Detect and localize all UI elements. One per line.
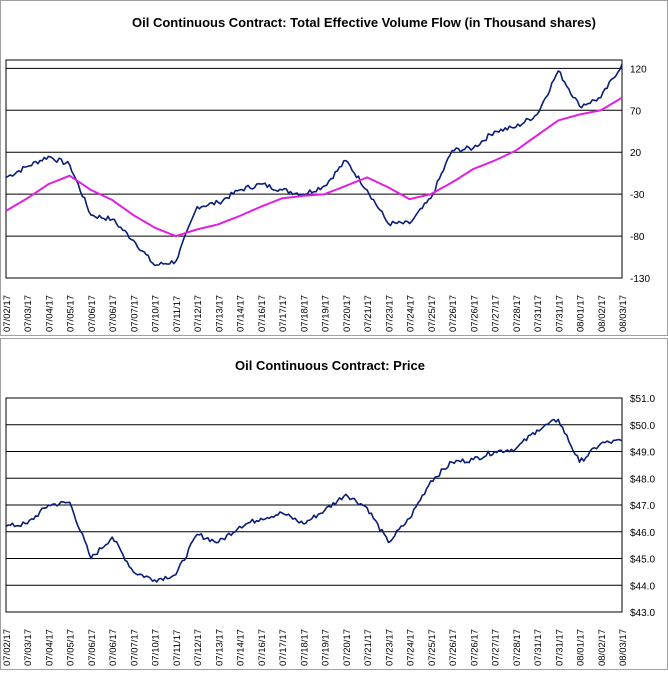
x-tick-label: 07/11/17 xyxy=(172,296,183,332)
x-tick-label: 08/01/17 xyxy=(576,295,587,332)
x-tick-label: 07/28/17 xyxy=(512,295,523,332)
x-tick-label: 07/21/17 xyxy=(363,295,374,332)
x-tick-label: 07/02/17 xyxy=(2,629,13,666)
x-tick-label: 07/07/17 xyxy=(129,295,140,332)
x-tick-label: 07/18/17 xyxy=(299,629,310,666)
x-tick-label: 07/13/17 xyxy=(214,295,225,332)
x-tick-label: 07/06/17 xyxy=(108,629,119,666)
x-tick-label: 07/18/17 xyxy=(299,295,310,332)
x-tick-label: 07/25/17 xyxy=(427,629,438,666)
x-tick-label: 07/19/17 xyxy=(321,629,332,666)
series-line-1 xyxy=(5,63,623,267)
x-tick-label: 07/23/17 xyxy=(384,629,395,666)
y-tick-label: $43.0 xyxy=(630,608,655,619)
x-tick-label: 07/20/17 xyxy=(342,295,353,332)
y-tick-label: $49.0 xyxy=(630,448,655,459)
x-tick-label: 07/06/17 xyxy=(87,295,98,332)
x-tick-label: 07/16/17 xyxy=(257,295,268,332)
x-tick-label: 07/14/17 xyxy=(236,629,247,666)
x-tick-label: 07/26/17 xyxy=(448,629,459,666)
chart-1-title: Oil Continuous Contract: Total Effective… xyxy=(132,15,596,30)
series-line-2 xyxy=(5,96,623,238)
y-tick-label: -80 xyxy=(630,232,645,243)
y-tick-label: $50.0 xyxy=(630,421,655,432)
x-tick-label: 07/10/17 xyxy=(151,295,162,332)
x-tick-label: 08/01/17 xyxy=(576,629,587,666)
chart-1-border xyxy=(0,0,668,336)
x-tick-label: 07/05/17 xyxy=(66,629,77,666)
x-tick-label: 07/03/17 xyxy=(23,295,34,332)
x-tick-label: 07/21/17 xyxy=(363,629,374,666)
x-tick-label: 07/03/17 xyxy=(23,629,34,666)
x-tick-label: 07/20/17 xyxy=(342,629,353,666)
x-tick-label: 07/26/17 xyxy=(448,295,459,332)
y-tick-label: $47.0 xyxy=(630,501,655,512)
y-tick-label: 70 xyxy=(630,106,642,117)
x-tick-label: 08/02/17 xyxy=(597,295,608,332)
x-tick-label: 07/26/17 xyxy=(469,629,480,666)
x-tick-label: 07/05/17 xyxy=(66,295,77,332)
y-tick-label: 120 xyxy=(630,64,647,75)
x-tick-label: 07/04/17 xyxy=(44,295,55,332)
x-tick-label: 07/13/17 xyxy=(214,629,225,666)
x-tick-label: 08/02/17 xyxy=(597,629,608,666)
x-tick-label: 07/24/17 xyxy=(406,295,417,332)
x-tick-label: 07/12/17 xyxy=(193,295,204,332)
x-tick-label: 07/12/17 xyxy=(193,629,204,666)
x-tick-label: 07/07/17 xyxy=(129,629,140,666)
y-tick-label: $44.0 xyxy=(630,581,655,592)
y-tick-label: -130 xyxy=(630,274,650,285)
chart-2-plot: $51.0 $50.0 $49.0 $48.0 $47.0 $46.0 $45.0 $44.0… xyxy=(2,394,655,666)
x-tick-label: 07/11/17 xyxy=(172,630,183,666)
x-tick-label: 07/02/17 xyxy=(2,295,13,332)
series-line-1 xyxy=(5,418,623,583)
x-tick-label: 07/27/17 xyxy=(491,295,502,332)
x-tick-label: 07/27/17 xyxy=(491,629,502,666)
x-tick-label: 07/31/17 xyxy=(533,629,544,666)
x-tick-label: 07/17/17 xyxy=(278,295,289,332)
x-tick-label: 07/24/17 xyxy=(406,629,417,666)
x-tick-label: 07/25/17 xyxy=(427,295,438,332)
chart-1-plot: 120 70 20 -30 -80 -130 07/02/17 07/03/17 07/04/1… xyxy=(2,59,650,332)
x-tick-label: 07/31/17 xyxy=(554,629,565,666)
x-tick-label: 08/03/17 xyxy=(618,629,629,666)
x-tick-label: 07/17/17 xyxy=(278,629,289,666)
y-tick-label: -30 xyxy=(630,190,645,201)
x-tick-label: 07/19/17 xyxy=(321,295,332,332)
x-tick-label: 07/10/17 xyxy=(151,629,162,666)
x-tick-label: 07/31/17 xyxy=(533,295,544,332)
x-tick-label: 07/16/17 xyxy=(257,629,268,666)
x-tick-label: 07/26/17 xyxy=(469,295,480,332)
y-tick-label: $48.0 xyxy=(630,474,655,485)
y-tick-label: $45.0 xyxy=(630,555,655,566)
y-tick-label: $51.0 xyxy=(630,394,655,405)
y-tick-label: $46.0 xyxy=(630,528,655,539)
y-tick-label: 20 xyxy=(630,148,642,159)
x-tick-label: 07/31/17 xyxy=(554,295,565,332)
x-tick-label: 07/06/17 xyxy=(87,629,98,666)
x-tick-label: 07/23/17 xyxy=(384,295,395,332)
x-tick-label: 08/03/17 xyxy=(618,295,629,332)
x-tick-label: 07/14/17 xyxy=(236,295,247,332)
x-tick-label: 07/28/17 xyxy=(512,629,523,666)
x-tick-label: 07/04/17 xyxy=(44,629,55,666)
chart-2-title: Oil Continuous Contract: Price xyxy=(235,358,425,373)
x-tick-label: 07/06/17 xyxy=(108,295,119,332)
